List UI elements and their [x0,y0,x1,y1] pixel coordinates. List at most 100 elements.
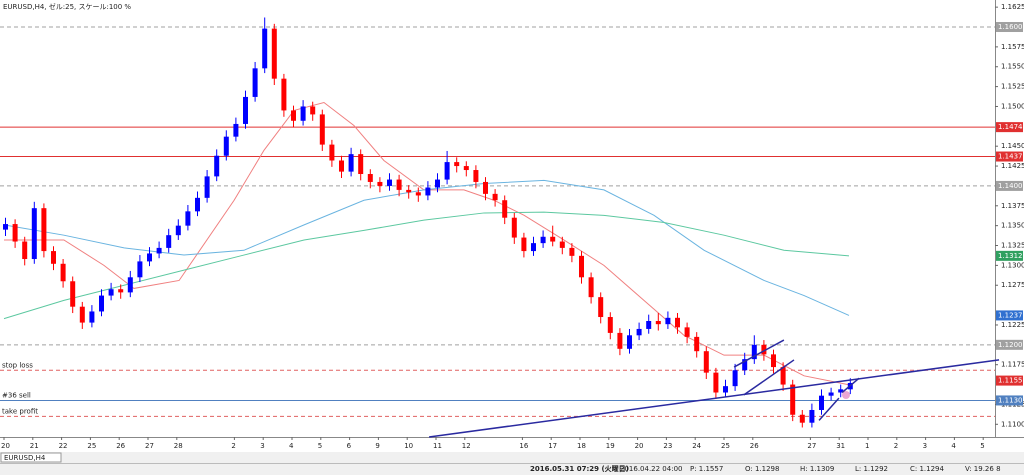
candle-body [137,261,143,278]
level-name: #36 sell [2,391,31,399]
candle-body [22,241,28,260]
level-name: stop loss [2,361,33,369]
candle-body [502,200,508,218]
x-tick-label: 26 [750,442,759,450]
y-tick-label: 1.1100 [1001,420,1024,428]
x-tick-label: 5 [318,442,322,450]
price-tag-label: 1.1130 [998,396,1023,404]
candle-body [713,372,719,393]
trend-line [743,359,795,396]
y-tick-label: 1.1525 [1001,83,1024,91]
symbol-tab[interactable] [0,452,62,463]
candle-body [310,106,316,115]
candle-body [175,225,181,236]
candle-body [31,208,37,260]
symbol-tab-label[interactable]: EURUSD,H4 [4,454,46,462]
candle-body [252,68,258,97]
x-tick-label: 4 [289,442,294,450]
price-tag [996,395,1023,406]
y-tick-label: 1.1275 [1001,281,1024,289]
candle-body [559,241,565,248]
candle-body [838,389,844,393]
moving-average [3,211,850,320]
candle-body [483,181,488,194]
candle-body [262,28,268,69]
candle-body [415,192,421,196]
x-tick-label: 24 [692,442,701,450]
candle-body [406,189,412,193]
candle-body [684,327,690,337]
x-tick-label: 11 [433,442,442,450]
candle-body [579,255,584,278]
candle-body [377,181,383,186]
candle-body [780,367,786,385]
candle-body [703,351,709,373]
candle-body [627,335,632,349]
candle-body [99,295,104,312]
y-tick-label: 1.1325 [1001,242,1024,250]
x-tick-label: 10 [404,442,413,450]
price-tag-label: 1.1312 [998,252,1023,260]
price-tag-label: 1.1237 [998,311,1023,319]
candle-body [751,344,757,360]
x-tick-label: 27 [807,442,816,450]
status-text: 2016.05.31 07:29 (火曜日) [530,464,629,473]
x-tick-label: 4 [951,442,956,450]
x-tick-label: 1 [865,442,869,450]
candle-body [147,253,152,262]
candle-body [41,208,47,252]
candle-body [569,247,575,256]
x-tick-label: 9 [375,442,379,450]
candle-body [511,217,517,238]
candle-body [51,251,56,264]
x-tick-label: 2 [231,442,235,450]
x-tick-label: 28 [174,442,183,450]
x-tick-label: 19 [606,442,615,450]
status-text: C: 1.1294 [910,465,945,473]
x-tick-label: 2 [894,442,898,450]
x-tick-label: 12 [462,442,471,450]
candle-body [799,414,805,423]
y-tick-label: 1.1500 [1001,102,1024,110]
chart-header: EURUSD,H4, ゼル:25, スケール:100 % [3,2,131,11]
candle-body [694,336,700,352]
candle-body [396,179,402,190]
candle-body [819,395,824,410]
candle-body [646,320,652,329]
y-tick-label: 1.1375 [1001,202,1024,210]
candle-body [790,384,796,415]
candle-body [89,311,95,323]
candle-body [358,154,364,175]
candle-body [291,110,296,121]
candle-body [243,96,248,124]
candle-body [367,174,373,182]
y-tick-label: 1.1550 [1001,63,1024,71]
candle-body [540,236,546,244]
candle-body [70,281,76,307]
candle-body [127,277,133,293]
price-tag [996,375,1023,386]
moving-average [3,179,850,316]
candle-body [108,289,114,296]
x-tick-label: 3 [923,442,927,450]
candle-body [598,297,604,318]
candle-body [233,123,239,137]
candle-body [531,243,536,252]
x-tick-label: 21 [30,442,39,450]
status-text: O: 1.1298 [745,465,779,473]
candle-body [348,154,354,172]
candle-body [185,211,191,226]
candle-body [223,136,229,156]
candle-body [271,28,277,79]
price-tag-label: 1.1437 [998,153,1023,161]
x-tick-label: 17 [548,442,557,450]
x-tick-label: 25 [87,442,96,450]
price-tag-label: 1.1155 [998,377,1023,385]
candle-body [732,370,738,387]
y-tick-label: 1.1625 [1001,3,1024,11]
status-text: P: 1.1557 [690,465,723,473]
candle-body [809,409,815,423]
candle-body [166,235,172,248]
candle-body [425,187,431,196]
